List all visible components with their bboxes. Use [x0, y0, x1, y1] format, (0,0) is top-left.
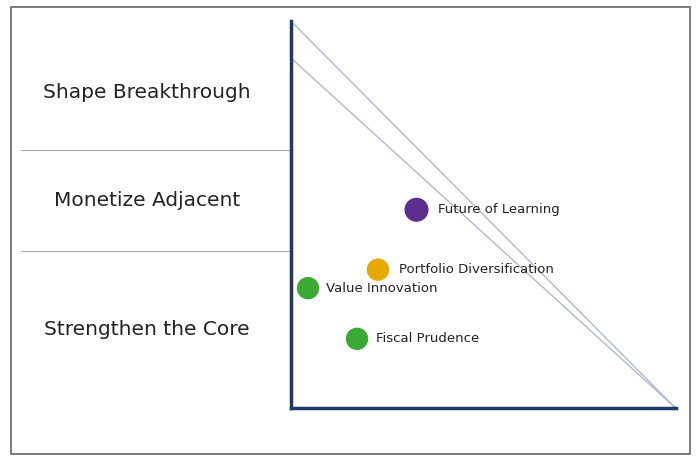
Point: [372, 266, 384, 273]
Text: Value Innovation: Value Innovation: [326, 282, 437, 295]
Point: [411, 206, 422, 213]
Point: [302, 284, 314, 292]
Text: Future of Learning: Future of Learning: [438, 203, 559, 216]
Text: Shape Breakthrough: Shape Breakthrough: [43, 83, 251, 102]
Text: Fiscal Prudence: Fiscal Prudence: [376, 332, 479, 345]
Point: [351, 335, 363, 343]
Text: Monetize Adjacent: Monetize Adjacent: [54, 191, 240, 210]
Text: Portfolio Diversification: Portfolio Diversification: [399, 263, 554, 276]
Text: Strengthen the Core: Strengthen the Core: [44, 320, 250, 339]
